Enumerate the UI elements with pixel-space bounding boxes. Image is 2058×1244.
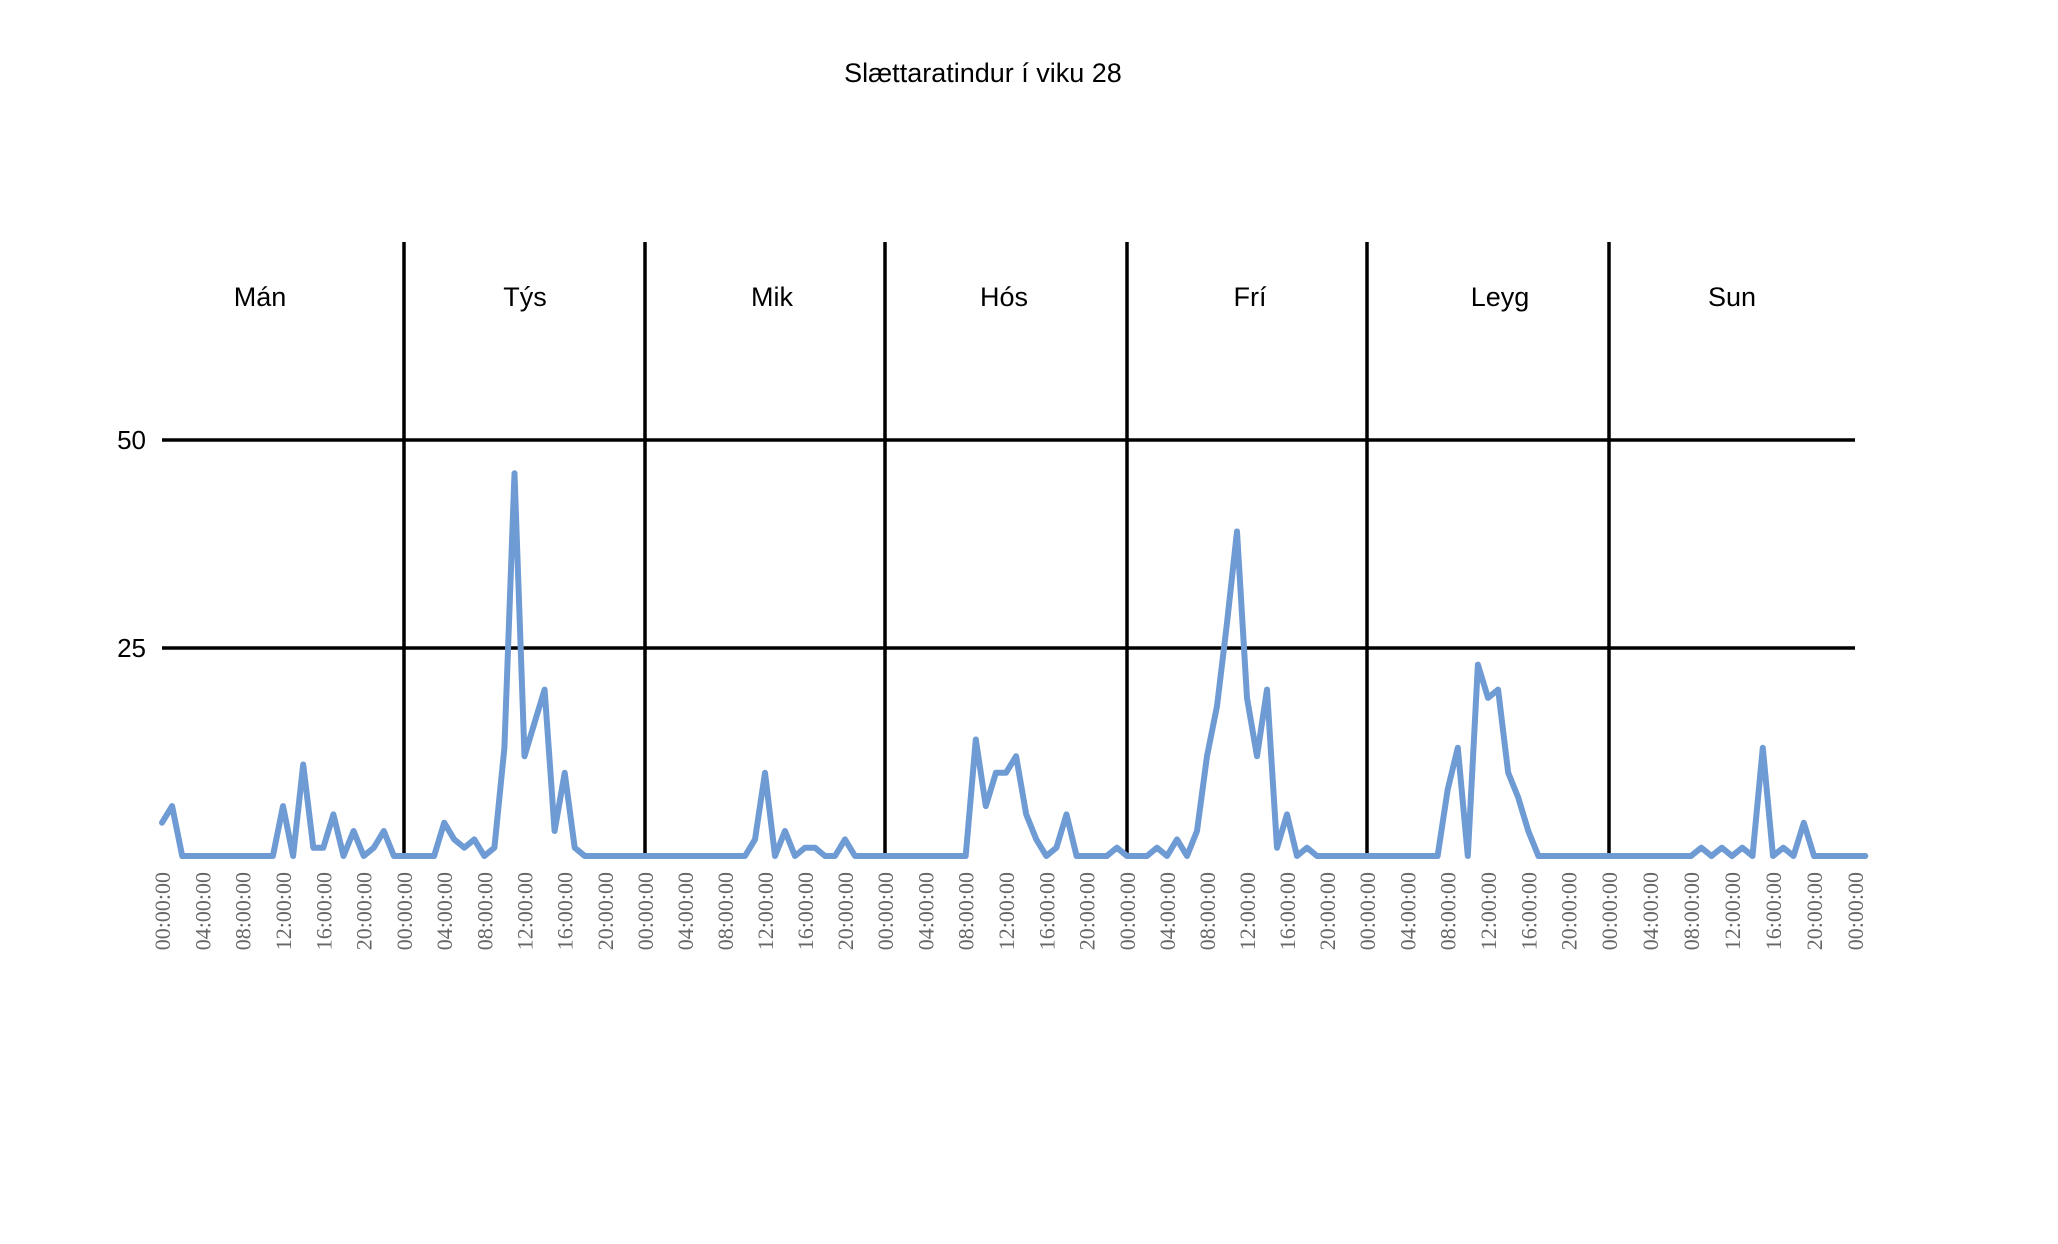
x-tick-label: 12:00:00 [271,872,296,950]
x-tick-label: 00:00:00 [1597,872,1622,950]
day-label: Hós [980,282,1028,312]
x-tick-label: 04:00:00 [1395,872,1420,950]
x-tick-label: 16:00:00 [1034,872,1059,950]
x-tick-label: 00:00:00 [392,872,417,950]
x-tick-label: 12:00:00 [994,872,1019,950]
x-tick-label: 12:00:00 [1235,872,1260,950]
x-tick-label: 16:00:00 [311,872,336,950]
x-tick-label: 04:00:00 [913,872,938,950]
x-tick-label: 16:00:00 [1516,872,1541,950]
x-tick-label: 08:00:00 [1195,872,1220,950]
x-tick-label: 20:00:00 [352,872,377,950]
grid [162,242,1855,856]
x-tick-label: 20:00:00 [1802,872,1827,950]
day-label: Mán [234,282,287,312]
series-line [159,470,1869,859]
x-tick-label: 20:00:00 [1557,872,1582,950]
x-tick-label: 08:00:00 [713,872,738,950]
series [159,470,1869,859]
x-tick-label: 00:00:00 [150,872,175,950]
x-tick-label: 20:00:00 [833,872,858,950]
x-tick-label: 12:00:00 [753,872,778,950]
x-tick-label: 04:00:00 [190,872,215,950]
x-tick-label: 04:00:00 [432,872,457,950]
x-tick-label: 00:00:00 [633,872,658,950]
day-label: Frí [1234,282,1267,312]
chart-title: Slættaratindur í viku 28 [844,58,1122,88]
x-tick-label: 08:00:00 [954,872,979,950]
x-tick-label: 12:00:00 [513,872,538,950]
x-tick-label: 00:00:00 [1355,872,1380,950]
day-label: Mik [751,282,793,312]
x-tick-label: 04:00:00 [1155,872,1180,950]
x-tick-label: 16:00:00 [553,872,578,950]
x-tick-label: 20:00:00 [593,872,618,950]
x-tick-label: 00:00:00 [873,872,898,950]
day-label: Leyg [1471,282,1530,312]
x-tick-label: 04:00:00 [1638,872,1663,950]
x-tick-label: 00:00:00 [1115,872,1140,950]
labels: 25 50 Mán Týs Mik Hós Frí Leyg Sun [117,282,1756,663]
x-tick-label: 20:00:00 [1315,872,1340,950]
x-tick-label: 12:00:00 [1476,872,1501,950]
x-tick-label: 16:00:00 [793,872,818,950]
x-tick-label: 20:00:00 [1075,872,1100,950]
x-tick-label: 00:00:00 [1843,872,1868,950]
day-label: Týs [503,282,547,312]
x-tick-label: 12:00:00 [1720,872,1745,950]
x-tick-label: 04:00:00 [673,872,698,950]
x-axis-ticks: 00:00:00 04:00:00 08:00:00 12:00:00 16:00:00… [150,872,1868,950]
x-tick-label: 08:00:00 [1679,872,1704,950]
y-tick-label: 25 [117,633,146,663]
x-tick-label: 16:00:00 [1275,872,1300,950]
x-tick-label: 08:00:00 [472,872,497,950]
y-tick-label: 50 [117,425,146,455]
day-label: Sun [1708,282,1756,312]
x-tick-label: 08:00:00 [231,872,256,950]
x-tick-label: 16:00:00 [1761,872,1786,950]
x-tick-label: 08:00:00 [1436,872,1461,950]
